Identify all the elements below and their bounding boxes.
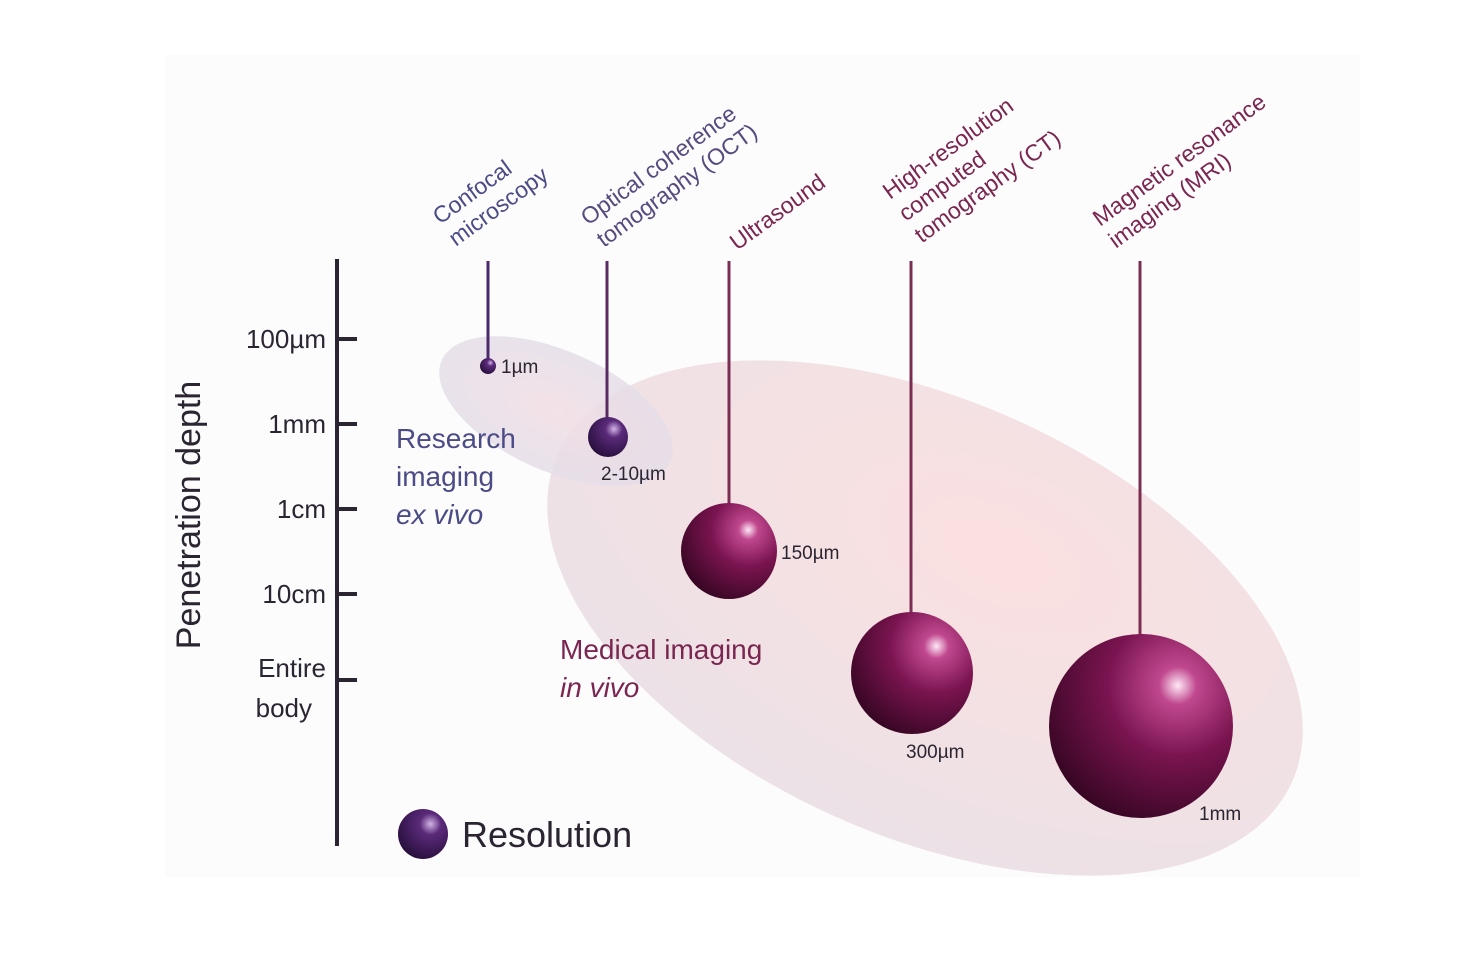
depth-label-body: body [256, 693, 312, 723]
svg-text:Ultrasound: Ultrasound [725, 169, 830, 255]
technique-label-ultrasound: Ultrasound [725, 169, 830, 255]
legend-label: Resolution [462, 814, 632, 855]
resolution-label-mri: 1mm [1199, 804, 1241, 825]
sphere-confocal [480, 358, 496, 374]
legend-sphere-icon [398, 809, 448, 859]
research-region-label: Research [396, 423, 516, 454]
sphere-ultrasound [681, 503, 777, 599]
depth-label-1cm: 1cm [277, 494, 326, 524]
depth-label-1mm: 1mm [268, 409, 326, 439]
resolution-label-ct: 300µm [906, 742, 964, 763]
depth-label-100um: 100µm [246, 324, 326, 354]
technique-label-ct: High-resolution computed tomography (CT) [878, 92, 1066, 248]
technique-label-confocal: Confocal microscopy [428, 155, 554, 251]
resolution-label-oct: 2-10µm [601, 464, 666, 485]
resolution-label-ultrasound: 150µm [781, 543, 839, 564]
resolution-label-confocal: 1µm [501, 357, 538, 378]
depth-label-entire: Entire [258, 653, 326, 683]
medical-region-label-2: in vivo [560, 672, 639, 703]
sphere-oct [588, 417, 628, 457]
medical-region-label: Medical imaging [560, 634, 762, 665]
depth-label-10cm: 10cm [262, 579, 326, 609]
research-region-label-2: imaging [396, 461, 494, 492]
axis-title: Penetration depth [170, 381, 208, 649]
sphere-mri [1049, 634, 1233, 818]
svg-text:Magnetic resonance: Magnetic resonance [1088, 88, 1271, 231]
technique-label-mri: Magnetic resonance imaging (MRI) [1088, 88, 1271, 253]
sphere-ct [851, 612, 973, 734]
research-region-label-3: ex vivo [396, 499, 483, 530]
